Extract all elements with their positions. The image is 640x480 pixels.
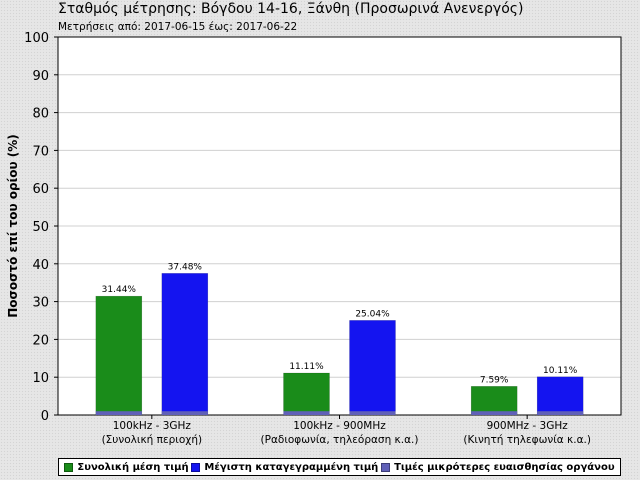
legend-swatch-maximum	[191, 462, 201, 472]
y-tick-label: 80	[32, 107, 49, 122]
bar-series-1-cat-2	[283, 372, 330, 416]
y-tick-label: 20	[32, 333, 49, 348]
y-tick-label: 10	[32, 371, 49, 386]
x-tick-label: 100kHz - 900MHz	[293, 420, 386, 432]
legend-swatch-average	[64, 462, 74, 472]
legend-label-maximum: Μέγιστη καταγεγραμμένη τιμή	[204, 461, 379, 473]
y-axis-label: Ποσοστό επί του ορίου (%)	[6, 134, 20, 318]
legend-item-sensitivity: Τιμές μικρότερες ευαισθησίας οργάνου	[381, 462, 615, 473]
bar-data-label: 7.59%	[480, 375, 509, 385]
bar-series-1-cat-3	[470, 386, 518, 416]
y-tick-label: 100	[24, 31, 49, 46]
x-tick-sublabel: (Ραδιοφωνία, τηλεόραση κ.α.)	[261, 434, 419, 446]
bar-sensitivity-cat-2-s1	[283, 411, 330, 415]
x-tick-sublabel: (Κινητή τηλεφωνία κ.α.)	[463, 434, 591, 446]
legend-item-maximum: Μέγιστη καταγεγραμμένη τιμή	[191, 462, 378, 473]
legend-label-average: Συνολική μέση τιμή	[77, 461, 189, 473]
bar-series-1-cat-1	[95, 295, 143, 416]
bar-sensitivity-cat-1-s1	[95, 411, 142, 415]
x-tick-label: 100kHz - 3GHz	[113, 420, 192, 432]
x-tick-label: 900MHz - 3GHz	[487, 420, 569, 432]
bar-sensitivity-cat-3-s2	[537, 411, 584, 415]
bar-sensitivity-cat-1-s2	[161, 411, 208, 415]
y-tick-label: 60	[32, 182, 49, 197]
bar-data-label: 31.44%	[102, 285, 137, 295]
bar-sensitivity-cat-2-s2	[349, 411, 396, 415]
bar-data-label: 10.11%	[543, 366, 578, 376]
bar-series-2-cat-3	[536, 376, 584, 416]
bar-sensitivity-cat-3-s1	[471, 411, 518, 415]
y-tick-label: 90	[32, 69, 49, 84]
legend-label-sensitivity: Τιμές μικρότερες ευαισθησίας οργάνου	[394, 461, 615, 473]
chart-legend: Συνολική μέση τιμή Μέγιστη καταγεγραμμέν…	[58, 458, 621, 476]
x-tick-sublabel: (Συνολική περιοχή)	[102, 434, 203, 446]
y-tick-label: 70	[32, 144, 49, 159]
bar-data-label: 37.48%	[168, 262, 203, 272]
bar-data-label: 25.04%	[355, 309, 390, 319]
y-tick-label: 30	[32, 296, 49, 311]
legend-item-average: Συνολική μέση τιμή	[64, 461, 189, 473]
bar-series-2-cat-2	[349, 320, 396, 416]
measurement-period: Μετρήσεις από: 2017-06-15 έως: 2017-06-2…	[58, 21, 298, 33]
y-tick-label: 50	[32, 220, 49, 235]
y-tick-label: 0	[41, 409, 49, 424]
legend-swatch-sensitivity	[381, 462, 391, 472]
y-tick-label: 40	[32, 258, 49, 273]
page-title: Σταθμός μέτρησης: Βόγδου 14-16, Ξάνθη (Π…	[58, 1, 524, 17]
bar-series-2-cat-1	[161, 273, 209, 416]
bar-data-label: 11.11%	[289, 362, 324, 372]
